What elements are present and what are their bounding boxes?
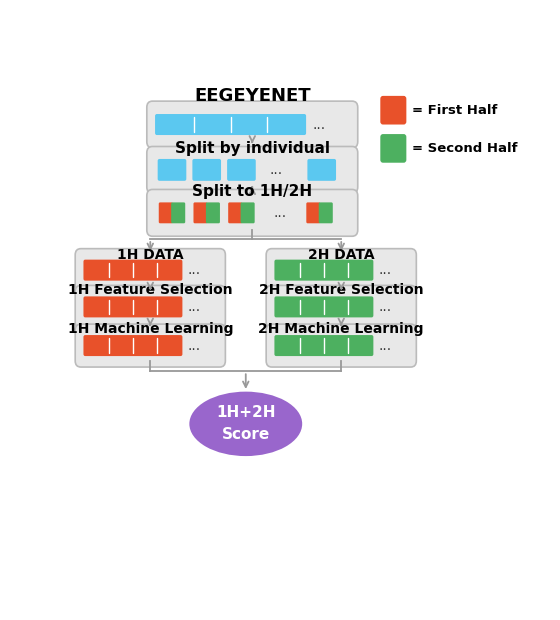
Text: ...: ... [378,300,391,314]
Text: 1H Feature Selection: 1H Feature Selection [68,283,232,297]
Text: ...: ... [187,300,200,314]
FancyBboxPatch shape [274,260,374,281]
FancyBboxPatch shape [83,260,183,281]
Text: EEGEYENET: EEGEYENET [194,87,311,105]
Text: = Second Half: = Second Half [412,142,517,155]
FancyBboxPatch shape [274,296,374,317]
FancyBboxPatch shape [306,202,320,223]
Text: ...: ... [378,339,391,353]
FancyBboxPatch shape [266,249,416,291]
FancyBboxPatch shape [380,134,407,162]
FancyBboxPatch shape [193,202,208,223]
FancyBboxPatch shape [147,146,358,193]
FancyBboxPatch shape [193,159,221,181]
FancyBboxPatch shape [75,324,225,367]
FancyBboxPatch shape [274,335,374,356]
FancyBboxPatch shape [171,202,185,223]
FancyBboxPatch shape [228,202,242,223]
Text: ...: ... [187,263,200,277]
FancyBboxPatch shape [319,202,333,223]
Text: 2H Machine Learning: 2H Machine Learning [259,322,424,336]
Text: = First Half: = First Half [412,104,497,117]
FancyBboxPatch shape [380,96,407,125]
Text: ...: ... [312,118,325,131]
FancyBboxPatch shape [158,159,186,181]
FancyBboxPatch shape [206,202,220,223]
Text: 2H Feature Selection: 2H Feature Selection [259,283,423,297]
FancyBboxPatch shape [83,335,183,356]
Text: Split by individual: Split by individual [175,141,330,156]
Text: ...: ... [269,163,283,177]
FancyBboxPatch shape [158,202,173,223]
FancyBboxPatch shape [155,114,306,135]
Text: 1H+2H
Score: 1H+2H Score [216,405,276,443]
FancyBboxPatch shape [266,324,416,367]
FancyBboxPatch shape [83,296,183,317]
FancyBboxPatch shape [75,285,225,329]
FancyBboxPatch shape [227,159,256,181]
FancyBboxPatch shape [75,249,225,291]
FancyBboxPatch shape [266,285,416,329]
Text: 2H DATA: 2H DATA [308,248,375,262]
FancyBboxPatch shape [241,202,255,223]
Ellipse shape [189,392,302,456]
Text: 1H DATA: 1H DATA [117,248,184,262]
FancyBboxPatch shape [307,159,336,181]
FancyBboxPatch shape [147,101,358,148]
Text: ...: ... [378,263,391,277]
Text: ...: ... [273,206,286,220]
Text: ...: ... [187,339,200,353]
Text: Split to 1H/2H: Split to 1H/2H [192,184,312,199]
Text: 1H Machine Learning: 1H Machine Learning [68,322,233,336]
FancyBboxPatch shape [147,190,358,236]
